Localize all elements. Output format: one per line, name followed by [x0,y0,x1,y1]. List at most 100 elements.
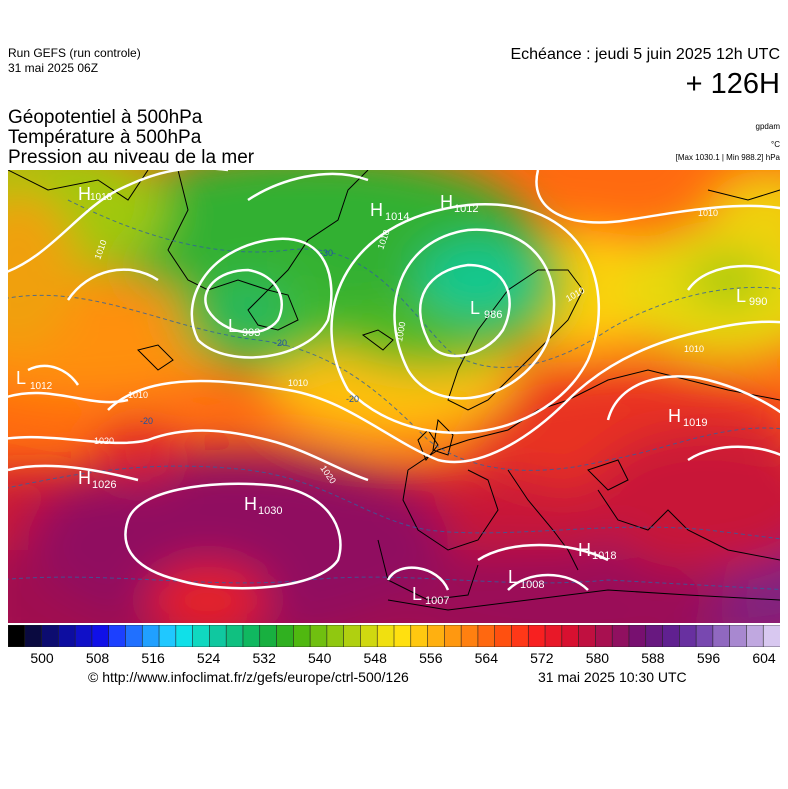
svg-text:H: H [244,494,257,514]
colorbar-cell [175,625,194,647]
colorbar-label: 596 [696,650,721,666]
isotherm-labels: -30 -20 -20 -20 [140,248,359,426]
parameter-geopotential: Géopotentiel à 500hPa [8,107,203,128]
pressure-center-high: H 1012 [440,192,478,215]
colorbar-cell [192,625,211,647]
colorbar-cell [41,625,60,647]
colorbar-cell [225,625,244,647]
colorbar-cell [595,625,613,647]
colorbar-cell [628,625,647,647]
unit-pressure-range: [Max 1030.1 | Min 988.2] hPa [675,153,780,162]
pressure-center-high: H 1014 [370,200,409,223]
colorbar-cell [91,625,110,647]
colorbar-labels: 500 508 516 524 532 540 548 556 564 572 580 588 596 6… [8,650,780,666]
colorbar-cell [58,625,76,647]
svg-text:1012: 1012 [30,381,53,392]
colorbar-cell [259,625,278,647]
svg-text:1030: 1030 [258,505,282,517]
svg-text:993: 993 [242,327,260,339]
svg-text:L: L [470,298,480,318]
colorbar-cell [276,625,295,647]
colorbar-cell [141,625,160,647]
svg-text:1012: 1012 [454,203,478,215]
colorbar-cell [360,625,379,647]
source-url: © http://www.infoclimat.fr/z/gefs/europe… [88,669,409,685]
svg-text:H: H [578,540,591,560]
parameter-temperature: Température à 500hPa [8,127,202,148]
svg-text:H: H [440,192,453,212]
colorbar-label: 508 [85,650,110,666]
colorbar-cell [729,625,748,647]
isotherm-label: -20 [274,338,287,348]
run-model-label: Run GEFS (run controle) [8,46,141,60]
colorbar-cell [108,625,127,647]
svg-text:1018: 1018 [592,550,616,562]
pressure-center-low: L 1007 [412,584,449,607]
colorbar-cell [746,625,765,647]
svg-text:1008: 1008 [520,579,544,591]
pressure-center-low: L 1008 [508,567,544,591]
pressure-center-low: L 990 [736,286,767,308]
isobar-label: 1010 [698,208,718,218]
isobar-label: 1000 [394,321,407,342]
colorbar-cell [544,625,563,647]
colorbar-cell [309,625,328,647]
colorbar-label: 548 [363,650,387,666]
colorbar-cell [460,625,479,647]
colorbar-cell [393,625,412,647]
colorbar-cell [695,625,714,647]
colorbar-cell [158,625,177,647]
svg-text:L: L [412,584,422,604]
colorbar-cell [410,625,429,647]
colorbar-cell [527,625,546,647]
colorbar-label: 572 [530,650,554,666]
svg-text:H: H [78,184,91,204]
colorbar-cell [427,625,446,647]
colorbar-cell [511,625,530,647]
colorbar-cell [242,625,261,647]
pressure-center-low: L 1012 [16,368,53,392]
pressure-center-high: H 1018 [78,184,113,204]
forecast-valid-time: Echéance : jeudi 5 juin 2025 12h UTC [510,46,780,63]
svg-text:1014: 1014 [385,211,409,223]
weather-map: 1010 1010 1010 1020 1020 1010 1000 1010 … [8,170,780,623]
colorbar-cell [209,625,227,647]
colorbar-cell [8,625,26,647]
colorbar-label: 564 [474,650,498,666]
colorbar-cell [578,625,597,647]
pressure-center-high: H 1019 [668,406,707,429]
colorbar-cell [561,625,580,647]
colorbar-cell [662,625,681,647]
colorbar-cell [444,625,462,647]
colorbar-cell [611,625,630,647]
run-date-label: 31 mai 2025 06Z [8,61,99,75]
svg-text:L: L [16,368,26,388]
pressure-center-low: L 993 [228,316,260,339]
pressure-center-low: L 986 [470,298,502,321]
colorbar-label: 580 [585,650,610,666]
isobars [8,170,780,591]
svg-text:H: H [78,468,91,488]
colorbar-label: 588 [641,650,665,666]
colorbar-cell [326,625,345,647]
svg-text:1026: 1026 [92,479,116,491]
svg-text:1007: 1007 [425,595,449,607]
isobar-label: 1010 [288,378,308,388]
isobar-label: 1010 [684,344,704,354]
colorbar [8,625,780,647]
pressure-center-high: H 1026 [78,468,116,491]
isotherm-label: -30 [320,248,333,258]
colorbar-cell [712,625,731,647]
unit-temperature: °C [771,140,780,149]
svg-text:1019: 1019 [683,417,707,429]
isobar-label: 1010 [128,390,148,400]
pressure-center-high: H 1030 [244,494,282,517]
colorbar-label: 540 [308,650,332,666]
svg-text:L: L [228,316,238,336]
svg-text:1018: 1018 [90,192,113,203]
colorbar-cell [125,625,144,647]
forecast-horizon: + 126H [685,68,780,100]
colorbar-label: 604 [752,650,776,666]
isotherm-label: -20 [346,394,359,404]
svg-text:L: L [508,567,518,587]
